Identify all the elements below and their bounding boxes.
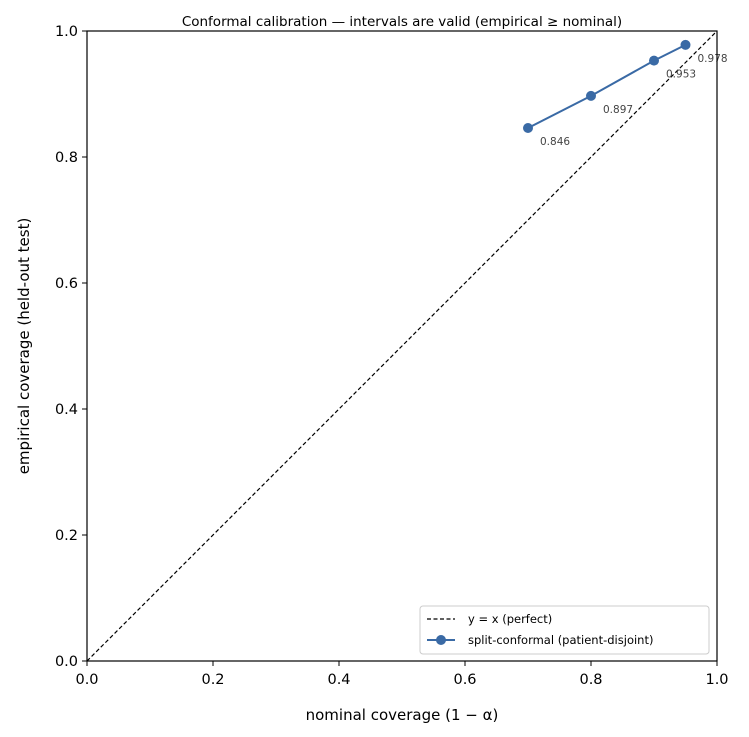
- series-line-perfect: [86, 30, 718, 662]
- y-tick-label: 0.8: [55, 150, 78, 166]
- series-line-conformal: [527, 43, 686, 129]
- y-tick-label: 0.6: [55, 276, 78, 292]
- y-tick-label: 1.0: [55, 24, 78, 40]
- legend-box: [419, 605, 710, 655]
- data-label: 0.953: [666, 69, 696, 81]
- y-axis-label: empirical coverage (held-out test): [15, 218, 33, 475]
- data-point: [649, 55, 659, 66]
- y-tick-label: 0.2: [55, 528, 78, 544]
- x-tick-label: 0.4: [327, 672, 350, 688]
- data-point: [680, 39, 691, 50]
- x-tick-label: 0.0: [75, 672, 98, 688]
- axes: 0.0 0.2 0.4 0.6 0.8 1.0 0.0 0.2 0.4 0.6 0.8 1.0: [55, 24, 729, 688]
- plot-frame: [86, 30, 718, 662]
- x-tick-label: 1.0: [705, 672, 728, 688]
- x-tick-label: 0.8: [579, 672, 602, 688]
- legend-label-perfect: y = x (perfect): [468, 612, 552, 626]
- data-label: 0.978: [698, 53, 728, 65]
- data-point: [586, 90, 596, 101]
- chart-title: Conformal calibration — intervals are va…: [182, 14, 622, 30]
- legend-label-conformal: split-conformal (patient-disjoint): [468, 633, 653, 647]
- x-tick-label: 0.6: [453, 672, 476, 688]
- data-label: 0.846: [540, 136, 570, 148]
- data-label: 0.897: [603, 104, 633, 116]
- y-tick-label: 0.4: [55, 402, 78, 418]
- x-axis-label: nominal coverage (1 − α): [306, 706, 499, 724]
- x-tick-label: 0.2: [201, 672, 224, 688]
- y-tick-label: 0.0: [55, 654, 78, 670]
- legend-marker-conformal: [436, 635, 446, 645]
- data-point: [523, 123, 533, 134]
- legend: y = x (perfect) split-conformal (patient…: [419, 605, 710, 655]
